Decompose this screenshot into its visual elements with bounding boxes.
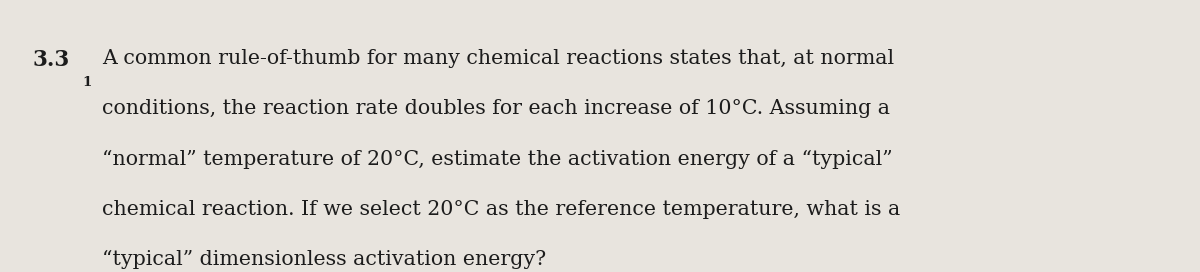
Text: chemical reaction. If we select 20°C as the reference temperature, what is a: chemical reaction. If we select 20°C as …	[102, 200, 900, 219]
Text: “normal” temperature of 20°C, estimate the activation energy of a “typical”: “normal” temperature of 20°C, estimate t…	[102, 150, 893, 169]
Text: conditions, the reaction rate doubles for each increase of 10°C. Assuming a: conditions, the reaction rate doubles fo…	[102, 99, 890, 118]
Text: “typical” dimensionless activation energy?: “typical” dimensionless activation energ…	[102, 250, 546, 269]
Text: 3.3: 3.3	[32, 49, 70, 71]
Text: A common rule-of-thumb for many chemical reactions states that, at normal: A common rule-of-thumb for many chemical…	[102, 49, 894, 68]
Text: 1: 1	[83, 76, 92, 89]
